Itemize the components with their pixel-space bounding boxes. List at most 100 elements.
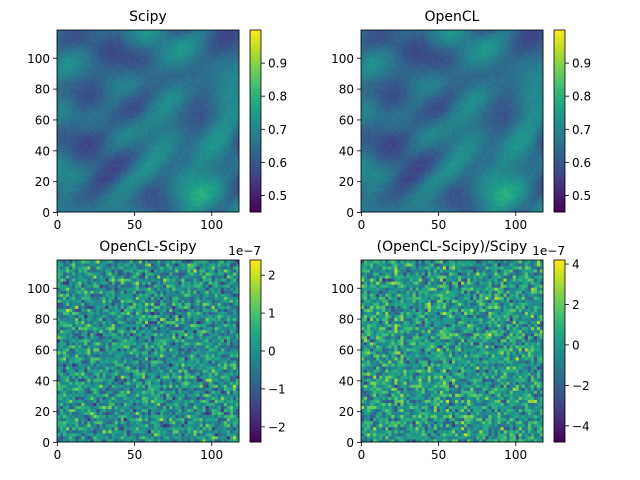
heatmap-cell [138, 90, 143, 95]
heatmap-cell [163, 184, 167, 189]
heatmap-cell [69, 30, 73, 34]
heatmap-cell [403, 169, 407, 173]
heatmap-cell [199, 48, 203, 52]
heatmap-cell [205, 157, 210, 161]
heatmap-cell [99, 99, 103, 104]
heatmap-cell [163, 169, 167, 173]
heatmap-cell [114, 160, 119, 164]
heatmap-cell [458, 187, 462, 192]
heatmap-cell [464, 148, 468, 152]
heatmap-cell [169, 169, 173, 173]
heatmap-cell [90, 154, 94, 158]
heatmap-cell [208, 139, 213, 143]
heatmap-cell [439, 187, 444, 192]
heatmap-cell [482, 184, 486, 189]
heatmap-cell [135, 81, 140, 85]
heatmap-cell [433, 145, 438, 149]
heatmap-cell [184, 121, 188, 125]
heatmap-cell [84, 114, 88, 119]
heatmap-cell [166, 199, 170, 204]
heatmap-cell [506, 172, 511, 176]
heatmap-cell [509, 163, 514, 167]
heatmap-cell [382, 160, 386, 164]
heatmap-cell [415, 187, 420, 192]
heatmap-cell [214, 178, 219, 183]
heatmap-cell [90, 184, 94, 189]
colorbar-segment [250, 54, 261, 58]
heatmap-cell [105, 57, 109, 61]
heatmap-cell [485, 193, 489, 198]
heatmap-cell [376, 175, 380, 180]
heatmap-cell [196, 75, 200, 79]
heatmap-cell [400, 154, 404, 158]
heatmap-cell [199, 133, 203, 137]
heatmap-cell [379, 193, 383, 198]
heatmap-cell [235, 33, 240, 37]
heatmap-cell [229, 108, 234, 113]
heatmap-cell [148, 84, 152, 89]
heatmap-cell [60, 208, 64, 213]
heatmap-cell [175, 145, 179, 149]
heatmap-cell [132, 175, 137, 180]
heatmap-cell [84, 69, 88, 73]
heatmap-cell [539, 205, 544, 210]
heatmap-cell [494, 190, 498, 195]
heatmap-cell [184, 139, 188, 143]
heatmap-cell [229, 190, 234, 195]
heatmap-cell [72, 169, 76, 173]
heatmap-cell [430, 154, 435, 158]
heatmap-cell [220, 42, 225, 46]
heatmap-cell [129, 160, 134, 164]
heatmap-cell [99, 90, 103, 95]
heatmap-cell [515, 166, 520, 170]
heatmap-cell [172, 30, 176, 34]
heatmap-cell [208, 166, 213, 170]
heatmap-cell [199, 124, 203, 128]
heatmap-cell [111, 154, 116, 158]
heatmap-cell [442, 157, 447, 161]
heatmap-cell [57, 42, 61, 46]
heatmap-cell [66, 78, 70, 82]
heatmap-cell [129, 96, 134, 101]
heatmap-cell [464, 196, 468, 201]
heatmap-cell [120, 96, 125, 101]
heatmap-cell [117, 33, 122, 37]
heatmap-cell [178, 81, 182, 85]
heatmap-cell [126, 117, 131, 122]
heatmap-cell [220, 145, 225, 149]
heatmap-cell [175, 154, 179, 158]
heatmap-cell [135, 93, 140, 98]
heatmap-cell [497, 193, 501, 198]
heatmap-cell [120, 205, 125, 210]
heatmap-cell [129, 124, 134, 128]
heatmap-cell [211, 117, 216, 122]
heatmap-cell [144, 66, 149, 70]
heatmap-cell [99, 145, 103, 149]
heatmap-cell [144, 72, 149, 76]
heatmap-cell [220, 45, 225, 49]
heatmap-cell [75, 127, 79, 131]
heatmap-cell [93, 75, 97, 79]
heatmap-cell [75, 90, 79, 95]
heatmap-cell [123, 157, 128, 161]
heatmap-cell [81, 148, 85, 152]
heatmap-cell [458, 208, 462, 213]
heatmap-cell [512, 169, 517, 173]
heatmap-cell [232, 145, 237, 149]
heatmap-cell [427, 145, 432, 149]
heatmap-cell [421, 202, 426, 207]
heatmap-cell [527, 154, 532, 158]
heatmap-cell [199, 127, 203, 131]
heatmap-cell [202, 184, 207, 189]
heatmap-cell [96, 102, 100, 107]
heatmap-cell [226, 196, 231, 201]
heatmap-cell [99, 114, 103, 119]
heatmap-cell [148, 187, 152, 192]
heatmap-cell [464, 190, 468, 195]
heatmap-cell [181, 196, 185, 201]
heatmap-cell [205, 175, 210, 180]
heatmap-cell [126, 208, 131, 213]
heatmap-cell [57, 133, 61, 137]
heatmap-cell [509, 181, 514, 186]
heatmap-cell [515, 148, 520, 152]
